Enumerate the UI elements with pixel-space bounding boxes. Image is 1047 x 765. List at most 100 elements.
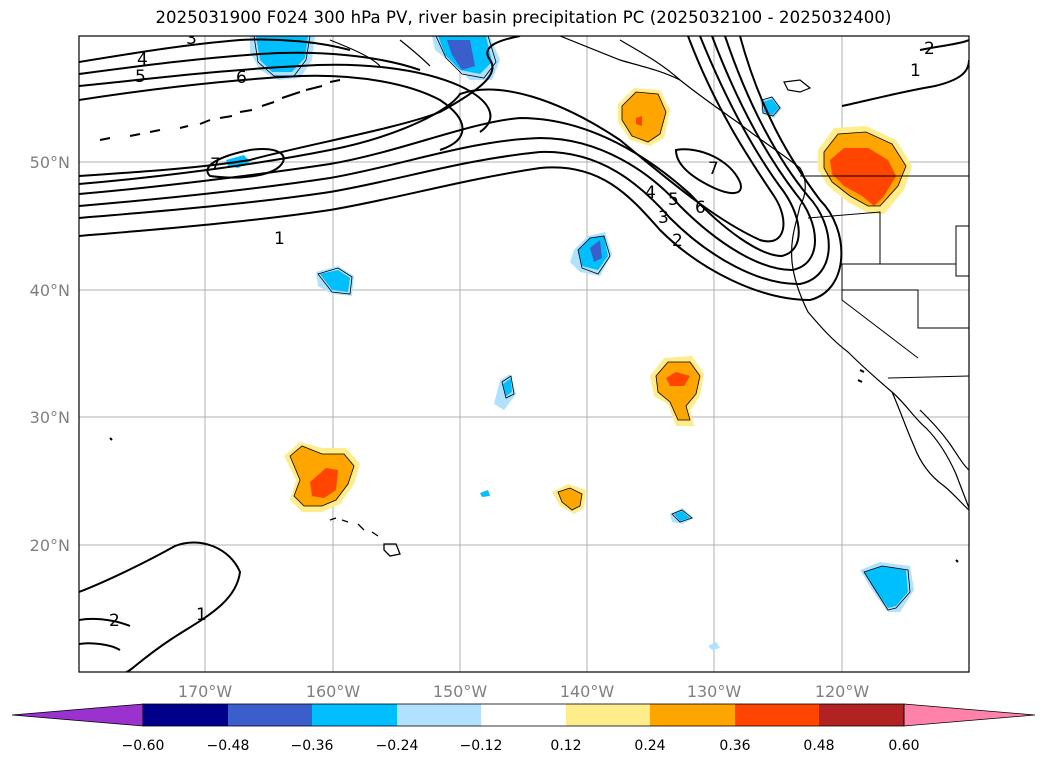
island (783, 79, 812, 93)
longitude-axis: 170°W 160°W 150°W 140°W 130°W 120°W (178, 682, 870, 701)
lat-label-30n: 30°N (30, 408, 70, 427)
colorbar-segment (481, 704, 566, 726)
pv-label: 2 (924, 39, 935, 59)
pv-label: 2 (672, 231, 683, 251)
lon-label-170w: 170°W (178, 682, 233, 701)
state-border (955, 264, 969, 277)
precip-outlines (253, 36, 911, 611)
lat-label-20n: 20°N (30, 536, 70, 555)
aleutian-islands (99, 79, 341, 141)
pv-contour-line (79, 38, 351, 63)
pv-contour-line (919, 39, 969, 51)
colorbar-segment (312, 704, 397, 726)
precip-neg-blob (447, 40, 475, 70)
lat-label-50n: 50°N (30, 153, 70, 172)
colorbar-tick: 0.12 (550, 738, 581, 754)
political-boundaries (800, 175, 969, 379)
pv-contour-line (79, 36, 843, 302)
state-border (841, 290, 919, 359)
lon-label-120w: 120°W (815, 682, 870, 701)
precip-neg-blob (480, 490, 490, 497)
pv-contour-line (79, 36, 800, 258)
island (109, 437, 113, 441)
pv-contour-line (674, 148, 742, 194)
precip-neg-blob (674, 511, 690, 521)
state-border (880, 225, 969, 265)
pv-label: 7 (210, 155, 221, 175)
pv-contour-line (841, 59, 969, 107)
coastlines (99, 36, 969, 563)
precip-neg-blob (864, 566, 908, 608)
lat-label-40n: 40°N (30, 281, 70, 300)
alaska-coast (329, 36, 681, 81)
pv-contour-line (79, 541, 242, 672)
colorbar: −0.60 −0.48 −0.36 −0.24 −0.12 0.12 0.24 … (11, 703, 1036, 754)
pv-contour-line (79, 36, 830, 286)
precip-neg-blob (708, 642, 720, 650)
colorbar-extend-left (11, 703, 144, 727)
pv-label: 3 (658, 208, 669, 228)
pv-contour-line (79, 642, 121, 651)
latitude-axis: 50°N 40°N 30°N 20°N (30, 153, 70, 555)
precip-neg-blob (256, 36, 308, 72)
pv-contour-line (79, 51, 421, 75)
island (955, 559, 959, 563)
pv-label: 1 (910, 61, 921, 81)
pv-contour-labels: 1 2 3 4 5 6 7 7 4 5 6 3 1 2 1 2 (109, 29, 935, 631)
precip-pos-blob (310, 468, 338, 498)
coastline-mexico (919, 409, 969, 471)
island (857, 369, 865, 383)
pv-label: 6 (236, 68, 247, 88)
pv-contour-line (79, 36, 785, 243)
pv-contour-line (79, 617, 131, 627)
precip-neg-blob (590, 240, 602, 262)
pv-label: 7 (708, 159, 719, 179)
pv-label: 5 (135, 67, 146, 87)
precip-neg-blob (503, 378, 512, 396)
colorbar-segment (566, 704, 650, 726)
coastline-north-america (619, 39, 969, 509)
colorbar-segment (397, 704, 481, 726)
colorbar-segment (650, 704, 735, 726)
pv-contours (79, 36, 969, 672)
colorbar-segment (735, 704, 819, 726)
gridlines (79, 36, 969, 672)
pv-contour-line (79, 74, 464, 151)
pv-contour-line (79, 63, 492, 133)
pv-label: 4 (645, 183, 656, 203)
precip-pos-blob (830, 148, 896, 206)
colorbar-tick: 0.36 (719, 738, 750, 754)
colorbar-tick: −0.36 (291, 738, 334, 754)
hawaii-islands (329, 517, 401, 557)
coastline-baja (891, 391, 969, 511)
pv-contour-line (79, 36, 521, 177)
lon-label-130w: 130°W (687, 682, 742, 701)
map-title: 2025031900 F024 300 hPa PV, river basin … (155, 8, 892, 27)
pv-contour-line (206, 148, 285, 179)
pv-label: 5 (668, 190, 679, 210)
colorbar-tick: 0.48 (803, 738, 834, 754)
lon-label-150w: 150°W (433, 682, 488, 701)
state-border (807, 211, 969, 329)
colorbar-tick: −0.60 (122, 738, 165, 754)
pv-label: 1 (196, 605, 207, 625)
colorbar-outline (142, 703, 905, 727)
precip-pos-blob (558, 488, 582, 510)
lon-label-160w: 160°W (306, 682, 361, 701)
pv-label: 3 (186, 29, 197, 49)
map-frame (78, 35, 970, 673)
colorbar-segment (819, 704, 904, 726)
pv-label: 6 (695, 198, 706, 218)
map-area[interactable] (79, 36, 969, 672)
colorbar-tick: 0.60 (888, 738, 919, 754)
precip-pos-blob (622, 92, 666, 142)
pv-label: 2 (109, 611, 120, 631)
pv-contour-line (79, 36, 816, 272)
colorbar-tick: 0.24 (634, 738, 665, 754)
colorbar-segment (143, 704, 228, 726)
colorbar-tick: −0.48 (207, 738, 250, 754)
us-mexico-border (887, 375, 969, 379)
colorbar-extend-right (903, 703, 1036, 727)
precip-neg-blob (320, 270, 350, 292)
